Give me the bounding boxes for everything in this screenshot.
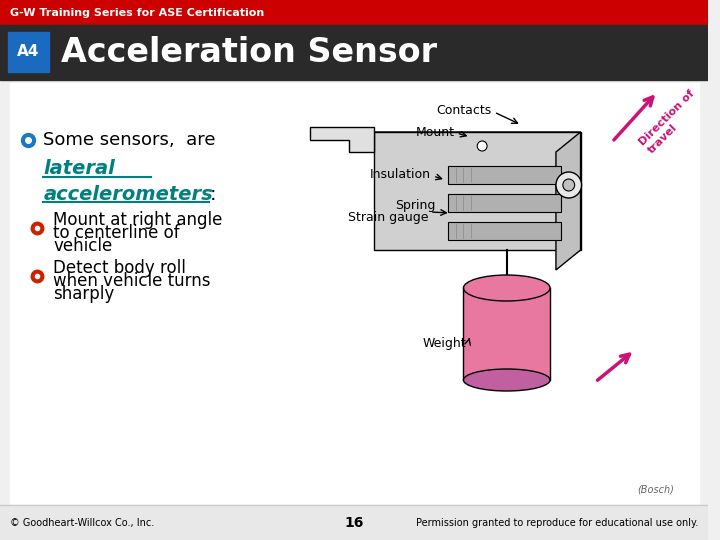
Text: Acceleration Sensor: Acceleration Sensor [61, 37, 437, 70]
Text: 16: 16 [345, 516, 364, 530]
Text: sharply: sharply [53, 285, 114, 303]
Circle shape [563, 179, 575, 191]
Text: lateral: lateral [43, 159, 115, 179]
Bar [0, 505, 708, 540]
Text: Direction of
travel: Direction of travel [638, 89, 705, 156]
Polygon shape [349, 132, 580, 152]
Text: © Goodheart-Willcox Co., Inc.: © Goodheart-Willcox Co., Inc. [10, 518, 154, 528]
Text: Spring: Spring [395, 199, 436, 212]
Bar [0, 0, 708, 25]
Text: Mount: Mount [415, 125, 454, 138]
Text: :: : [210, 185, 216, 204]
Polygon shape [310, 127, 374, 152]
Text: Insulation: Insulation [370, 168, 431, 181]
Text: vehicle: vehicle [53, 237, 112, 255]
Circle shape [477, 141, 487, 151]
Ellipse shape [464, 275, 550, 301]
Text: Detect body roll: Detect body roll [53, 259, 186, 277]
Text: A4: A4 [17, 44, 40, 59]
Circle shape [556, 172, 582, 198]
Text: when vehicle turns: when vehicle turns [53, 272, 211, 290]
Text: to centerline of: to centerline of [53, 224, 180, 242]
Text: Mount at right angle: Mount at right angle [53, 211, 222, 229]
Polygon shape [374, 132, 580, 250]
Bar [448, 166, 561, 184]
Text: (Bosch): (Bosch) [637, 485, 674, 495]
Bar [0, 25, 708, 80]
Text: Strain gauge: Strain gauge [348, 212, 428, 225]
Text: Contacts: Contacts [437, 104, 492, 117]
Bar [10, 83, 698, 505]
Text: Weight: Weight [423, 338, 467, 350]
Bar [448, 194, 561, 212]
Bar [464, 288, 550, 380]
Text: Permission granted to reproduce for educational use only.: Permission granted to reproduce for educ… [416, 518, 698, 528]
Text: G-W Training Series for ASE Certification: G-W Training Series for ASE Certificatio… [10, 8, 264, 18]
Ellipse shape [464, 369, 550, 391]
Polygon shape [556, 132, 580, 270]
Text: accelerometers: accelerometers [43, 185, 213, 204]
Bar [8, 32, 49, 72]
Text: Some sensors,  are: Some sensors, are [43, 131, 216, 149]
Bar [448, 222, 561, 240]
